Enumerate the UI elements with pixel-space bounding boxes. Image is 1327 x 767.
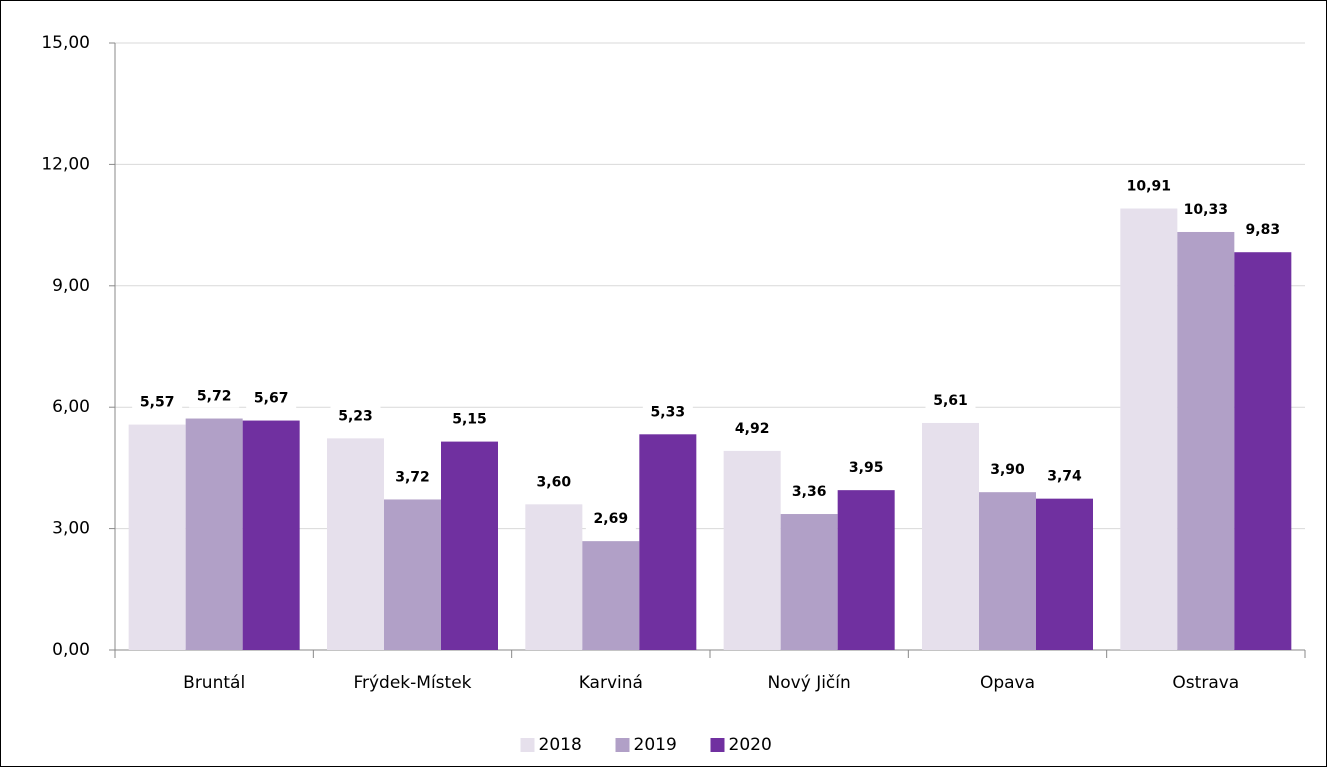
legend-label: 2018 — [539, 735, 582, 755]
value-label: 5,72 — [197, 389, 232, 405]
value-label: 5,15 — [452, 412, 487, 428]
x-tick-label: Ostrava — [1172, 673, 1239, 693]
bar — [185, 418, 243, 650]
bar — [1177, 231, 1235, 650]
value-label-bg — [330, 405, 381, 428]
x-tick-label: Nový Jičín — [768, 673, 851, 693]
value-label: 5,33 — [651, 404, 686, 420]
x-tick-label: Frýdek-Místek — [353, 673, 471, 693]
value-label: 5,67 — [254, 391, 289, 407]
value-label: 5,61 — [933, 393, 968, 409]
value-label: 5,57 — [140, 395, 175, 411]
value-label-bg — [1180, 198, 1231, 221]
bar — [441, 441, 498, 650]
value-label-bg — [528, 471, 579, 494]
value-label: 3,74 — [1047, 469, 1082, 485]
bar — [384, 499, 441, 650]
value-label-bg — [387, 466, 438, 489]
value-label-bg — [132, 391, 183, 414]
y-tick-label: 6,00 — [52, 397, 90, 417]
legend-swatch — [615, 738, 630, 752]
bar — [837, 490, 895, 650]
value-label: 3,72 — [395, 469, 430, 485]
value-label: 3,90 — [990, 462, 1025, 478]
x-tick-label: Opava — [980, 673, 1035, 693]
value-label-bg — [727, 417, 778, 440]
legend-swatch — [520, 738, 535, 752]
value-label: 10,91 — [1127, 179, 1171, 195]
x-tick-label: Bruntál — [183, 673, 245, 693]
bar — [979, 492, 1036, 650]
bar — [1036, 498, 1093, 650]
value-label: 3,36 — [792, 484, 827, 500]
value-label: 2,69 — [594, 511, 629, 527]
value-label-bg — [585, 508, 636, 531]
y-tick-label: 12,00 — [41, 154, 90, 174]
bar — [525, 504, 583, 650]
value-label-bg — [1123, 175, 1174, 198]
value-label-bg — [1237, 219, 1288, 242]
value-label: 5,23 — [338, 408, 373, 424]
value-label: 3,95 — [849, 460, 884, 476]
value-label: 3,60 — [537, 474, 572, 490]
legend-label: 2019 — [634, 735, 677, 755]
value-label-bg — [925, 389, 976, 412]
y-tick-label: 0,00 — [52, 640, 90, 660]
value-label-bg — [784, 481, 835, 504]
y-tick-label: 15,00 — [41, 33, 90, 53]
bar — [780, 514, 838, 650]
bar — [582, 541, 640, 650]
value-label: 9,83 — [1246, 222, 1281, 238]
value-label-bg — [189, 385, 240, 408]
bar — [922, 422, 979, 650]
value-label: 4,92 — [735, 421, 770, 437]
x-tick-label: Karviná — [579, 673, 643, 693]
bar — [327, 438, 384, 650]
bar — [723, 450, 781, 650]
value-label-bg — [642, 401, 693, 424]
y-tick-label: 9,00 — [52, 276, 90, 296]
bar — [242, 420, 300, 650]
value-label-bg — [841, 457, 892, 480]
value-label-bg — [1039, 465, 1090, 488]
bar — [639, 434, 697, 650]
value-label-bg — [982, 459, 1033, 482]
legend-label: 2020 — [729, 735, 772, 755]
legend-swatch — [710, 738, 725, 752]
value-label: 10,33 — [1184, 202, 1228, 218]
value-label-bg — [444, 408, 495, 431]
y-tick-label: 3,00 — [52, 519, 90, 539]
bar — [128, 424, 186, 650]
bar — [1120, 208, 1178, 650]
bar — [1234, 252, 1292, 651]
value-label-bg — [246, 387, 297, 410]
